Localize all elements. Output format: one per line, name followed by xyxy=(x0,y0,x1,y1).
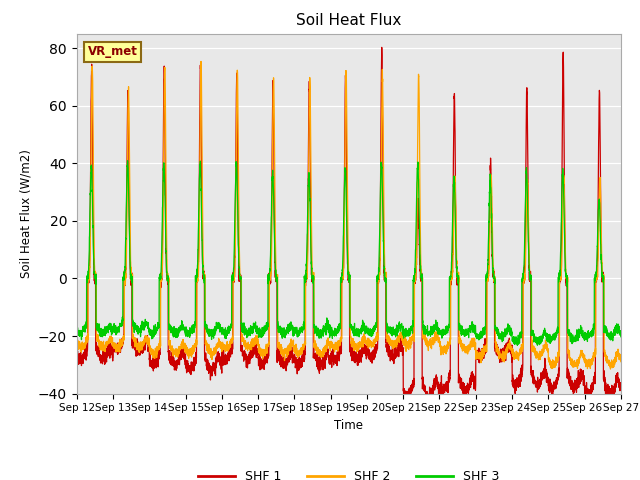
SHF 3 xyxy=(73,330,81,336)
Line: SHF 2: SHF 2 xyxy=(77,61,621,369)
SHF 3 xyxy=(441,331,449,336)
SHF 3 xyxy=(513,342,521,348)
SHF 2 xyxy=(329,344,337,350)
SHF 2 xyxy=(607,366,614,372)
SHF 1 xyxy=(617,386,625,392)
Legend: SHF 1, SHF 2, SHF 3: SHF 1, SHF 2, SHF 3 xyxy=(193,465,504,480)
Y-axis label: Soil Heat Flux (W/m2): Soil Heat Flux (W/m2) xyxy=(19,149,33,278)
SHF 3 xyxy=(616,330,624,336)
SHF 1 xyxy=(73,350,81,356)
Line: SHF 3: SHF 3 xyxy=(77,161,621,345)
SHF 3 xyxy=(329,331,337,336)
Title: Soil Heat Flux: Soil Heat Flux xyxy=(296,13,401,28)
SHF 2 xyxy=(617,359,625,364)
SHF 3 xyxy=(124,158,131,164)
SHF 2 xyxy=(471,343,479,348)
Line: SHF 1: SHF 1 xyxy=(77,48,621,403)
SHF 1 xyxy=(471,382,479,387)
SHF 1 xyxy=(425,400,433,406)
Text: VR_met: VR_met xyxy=(88,45,138,58)
SHF 1 xyxy=(441,384,449,390)
SHF 1 xyxy=(616,380,624,385)
SHF 1 xyxy=(502,358,509,363)
SHF 2 xyxy=(171,351,179,357)
SHF 2 xyxy=(73,340,81,346)
SHF 3 xyxy=(617,334,625,340)
SHF 2 xyxy=(616,355,624,361)
X-axis label: Time: Time xyxy=(334,419,364,432)
SHF 3 xyxy=(502,334,509,339)
SHF 2 xyxy=(197,59,205,64)
SHF 1 xyxy=(328,357,336,362)
SHF 2 xyxy=(441,343,449,348)
SHF 3 xyxy=(171,332,179,338)
SHF 3 xyxy=(471,326,479,332)
SHF 1 xyxy=(378,45,385,50)
SHF 2 xyxy=(502,356,509,361)
SHF 1 xyxy=(171,364,179,370)
